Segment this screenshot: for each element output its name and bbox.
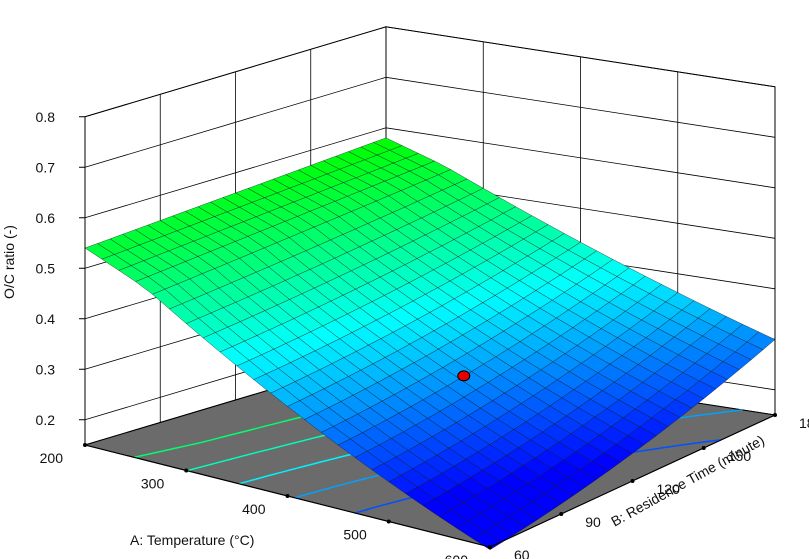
- x-tick-label: 600: [445, 552, 469, 559]
- y-tick-label: 180: [799, 415, 809, 431]
- response-surface: [84, 137, 776, 550]
- y-tick-mark: [630, 479, 635, 483]
- z-tick-label: 0.4: [36, 311, 56, 327]
- z-tick-label: 0.5: [36, 260, 56, 276]
- y-tick-label: 150: [728, 448, 752, 464]
- x-tick-mark: [184, 468, 189, 473]
- z-tick-label: 0.7: [36, 159, 56, 175]
- z-axis-ticks: 0.2 0.3 0.4 0.5 0.6 0.7 0.8: [36, 109, 85, 428]
- y-tick-label: 60: [514, 547, 530, 559]
- x-tick-label: 500: [343, 527, 367, 543]
- x-tick-label: 300: [141, 476, 165, 492]
- z-tick-label: 0.8: [36, 109, 56, 125]
- y-tick-mark: [773, 413, 777, 417]
- design-point-marker: [457, 370, 471, 382]
- z-tick-label: 0.3: [36, 361, 56, 377]
- y-tick-mark: [488, 545, 492, 549]
- design-point-marker-group: [457, 370, 471, 382]
- x-tick-label: 400: [242, 501, 266, 517]
- y-tick-label: 90: [585, 514, 601, 530]
- z-axis-title: O/C ratio (-): [1, 225, 17, 299]
- y-tick-label: 120: [657, 481, 681, 497]
- x-axis-title: A: Temperature (°C): [130, 532, 254, 548]
- x-tick-mark: [285, 494, 290, 498]
- x-tick-mark: [386, 519, 391, 524]
- x-tick-mark: [83, 443, 87, 447]
- x-tick-label: 200: [40, 450, 64, 466]
- y-tick-mark: [559, 512, 564, 516]
- y-axis-ticks: 60 90 120 150 180: [488, 413, 809, 559]
- z-tick-label: 0.6: [36, 210, 56, 226]
- z-tick-label: 0.2: [36, 412, 56, 428]
- y-tick-mark: [701, 446, 706, 450]
